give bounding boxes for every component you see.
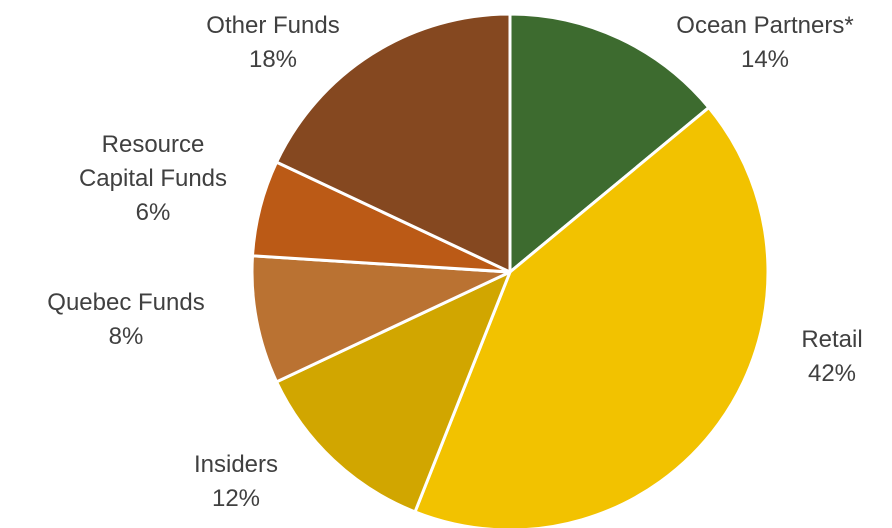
pie-slice — [275, 270, 512, 514]
pie-slice-label: Resource Capital Funds 6% — [79, 131, 227, 226]
pie-slice-category-label: Other Funds — [206, 12, 339, 39]
pie-slice-value-label: 18% — [249, 46, 297, 73]
pie-slice-label: Quebec Funds 8% — [47, 289, 204, 350]
pie-slice-label: Other Funds 18% — [206, 12, 339, 73]
pie-labels: Ocean Partners* 14% Retail 42% Insiders 12% Qu… — [47, 12, 862, 512]
pie-slice-label: Retail 42% — [801, 326, 862, 387]
pie-slice-value-label: 14% — [741, 46, 789, 73]
pie-slice-value-label: 42% — [808, 360, 856, 387]
pie-slice — [250, 254, 512, 384]
pie-slice-value-label: 6% — [136, 199, 171, 226]
pie-slice-category-label: Retail — [801, 326, 862, 353]
pie-slice-label: Ocean Partners* 14% — [676, 12, 853, 73]
pie-slice — [413, 106, 770, 528]
pie-slice-category-label: Ocean Partners* — [676, 12, 853, 39]
pie-slice — [508, 12, 711, 274]
pie-slice-label: Insiders 12% — [194, 451, 278, 512]
pie-slice-category-label: Capital Funds — [79, 165, 227, 192]
pie-slice-category-label: Quebec Funds — [47, 289, 204, 316]
pie-slice-category-label: Resource — [102, 131, 205, 158]
pie-slice-value-label: 8% — [109, 323, 144, 350]
pie-slice-category-label: Insiders — [194, 451, 278, 478]
pie-slice-value-label: 12% — [212, 485, 260, 512]
pie-slice — [275, 12, 512, 274]
pie-slices — [250, 12, 770, 528]
